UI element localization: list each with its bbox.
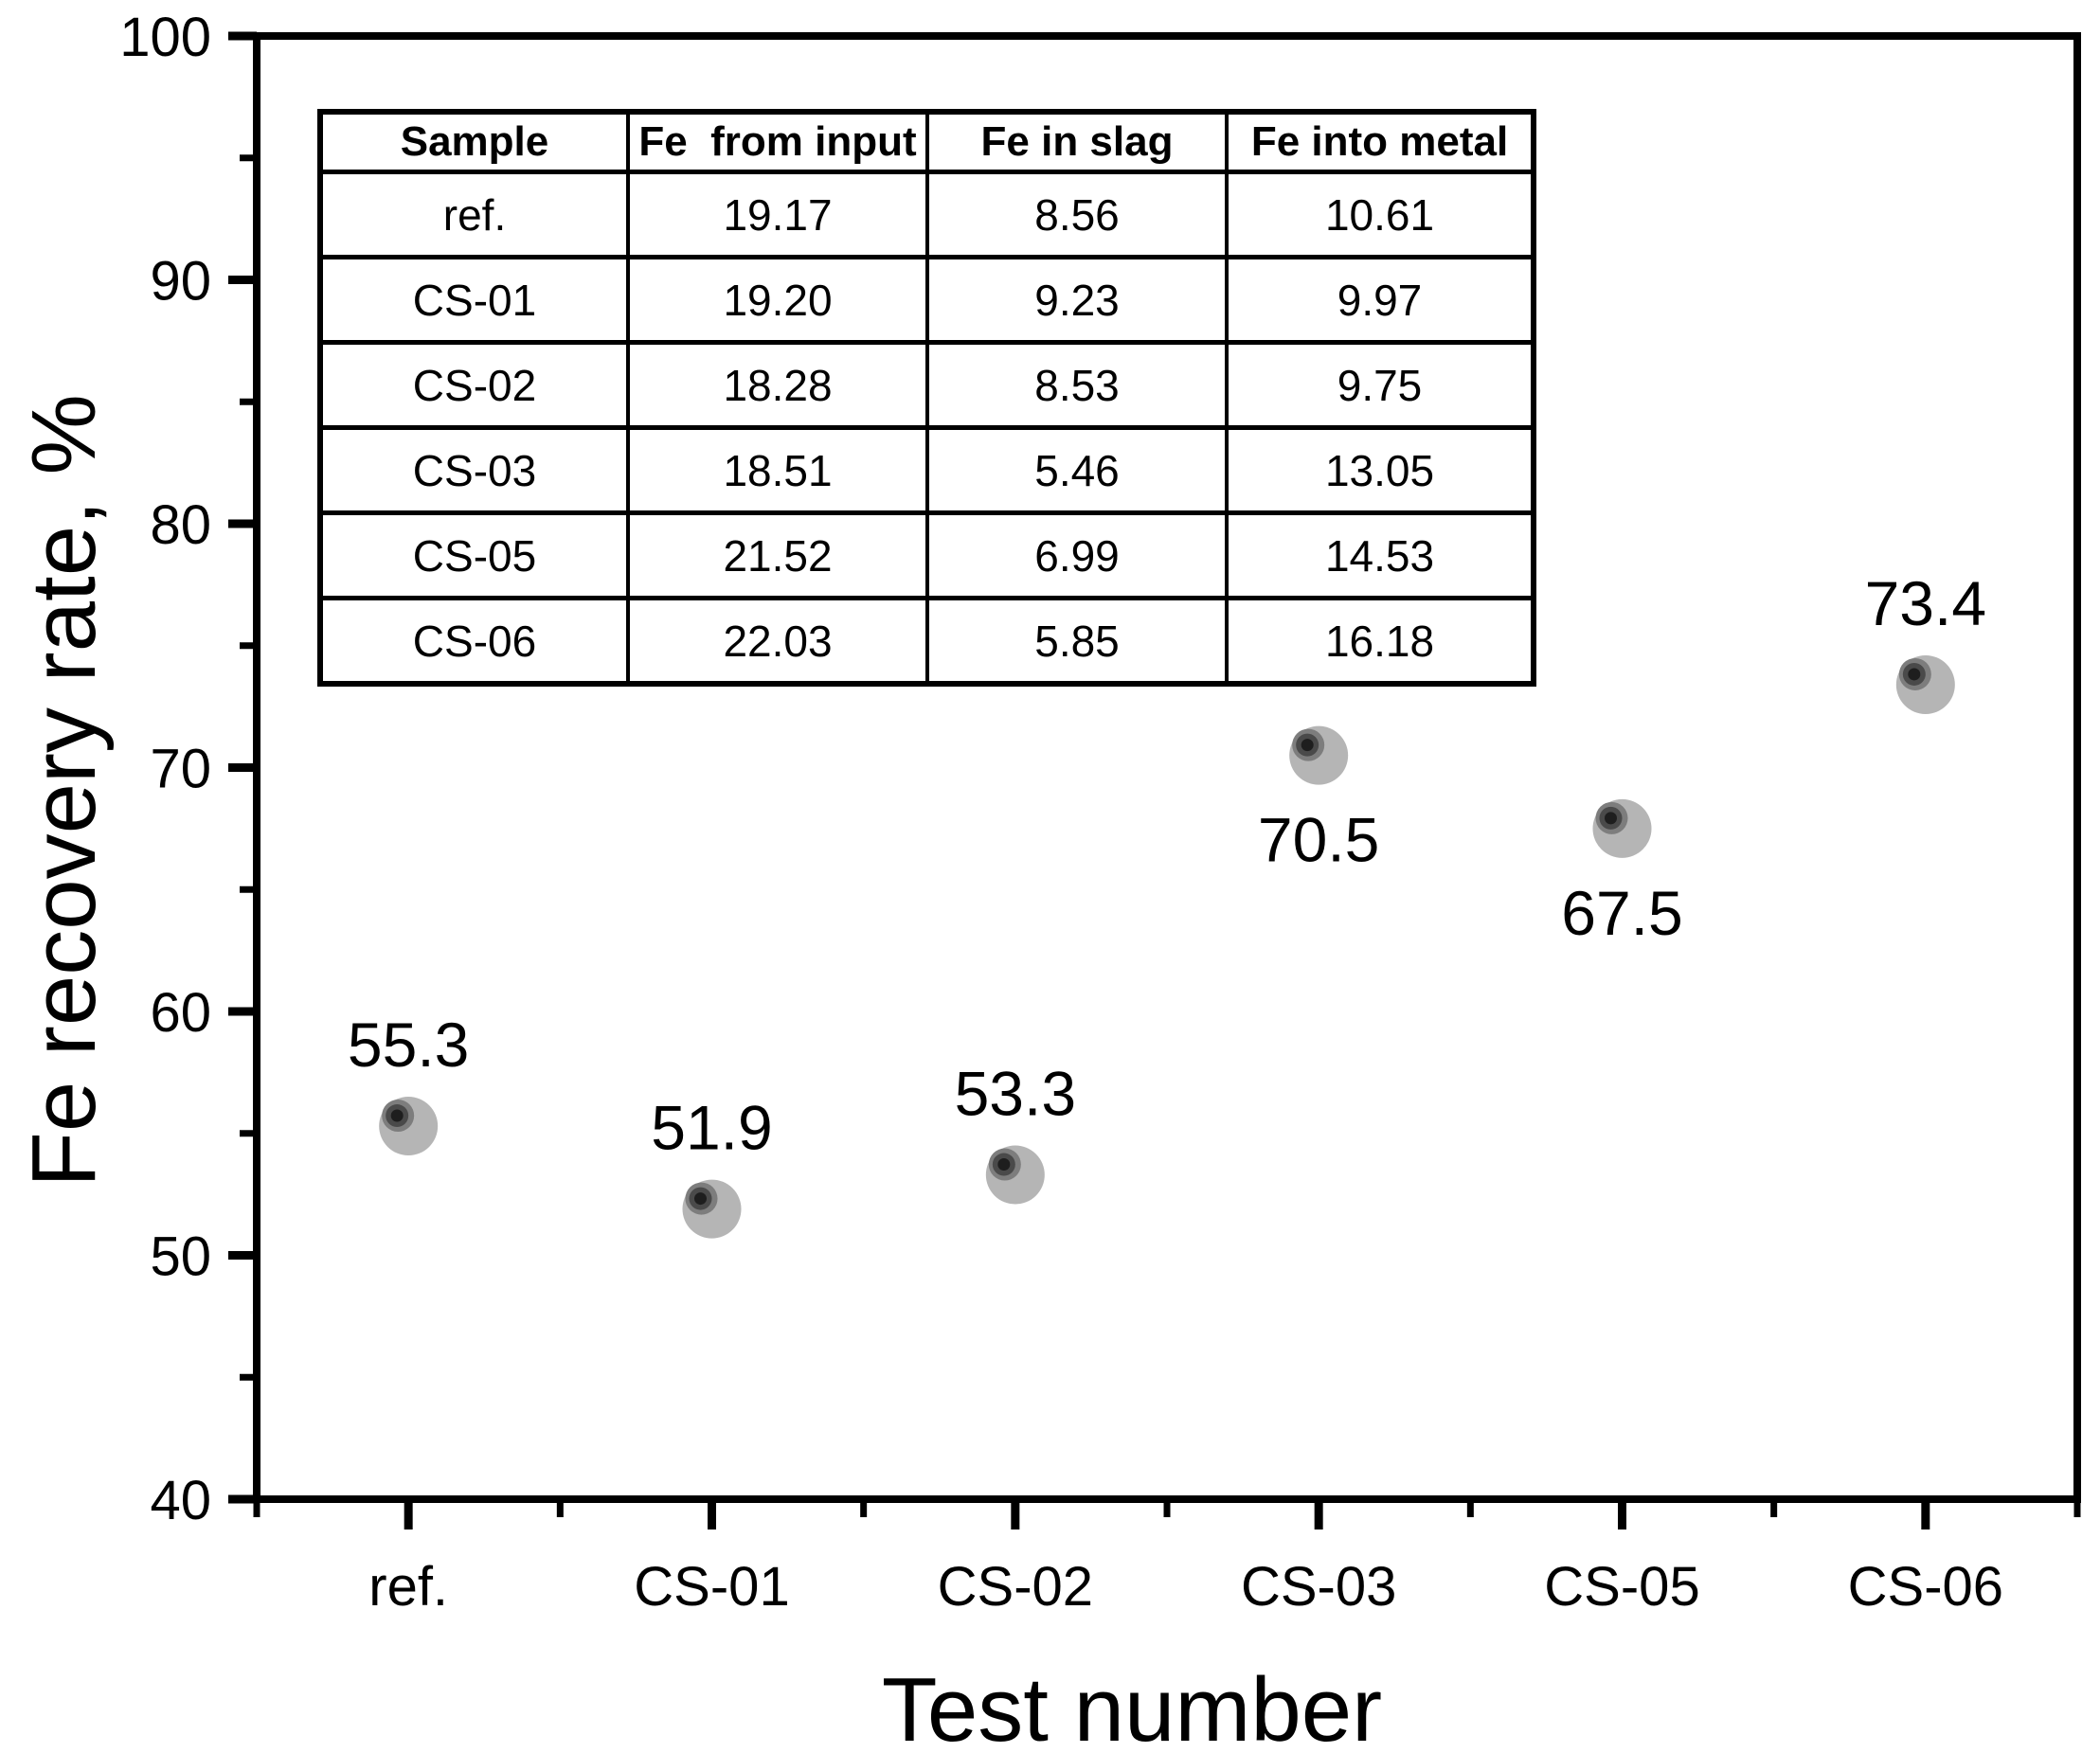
inset-table: Sample Fe from input Fe in slag Fe into met… (317, 109, 1536, 687)
x-axis-tick-label: CS-06 (1848, 1556, 2003, 1618)
inset-table-cell: 9.75 (1225, 340, 1535, 430)
inset-table-cell: 21.52 (626, 510, 929, 600)
y-axis-tick-label: 60 (150, 982, 211, 1044)
plot-frame (253, 32, 2081, 1503)
inset-table-header-row: Sample Fe from input Fe in slag Fe into met… (318, 110, 1535, 174)
inset-table-cell: 10.61 (1225, 170, 1535, 259)
inset-table-cell: 5.46 (925, 425, 1229, 515)
y-axis-tick-label: 50 (150, 1226, 211, 1288)
inset-table-cell: 14.53 (1225, 510, 1535, 600)
inset-table-cell: 6.99 (925, 510, 1229, 600)
inset-table-cell: 22.03 (626, 596, 929, 686)
x-axis-tick-label: ref. (368, 1556, 448, 1618)
data-point-value-label: 70.5 (1258, 805, 1379, 875)
marker-core (1301, 739, 1314, 752)
x-axis-tick-label: CS-05 (1544, 1556, 1699, 1618)
y-axis-tick-label: 70 (150, 739, 211, 800)
inset-table-row: CS-06 22.03 5.85 16.18 (318, 596, 1535, 686)
inset-table-cell: CS-06 (318, 596, 630, 686)
data-point-value-label: 53.3 (955, 1059, 1076, 1129)
y-axis-title: Fe recovery rate, % (13, 394, 115, 1188)
inset-table-container: Sample Fe from input Fe in slag Fe into met… (317, 109, 1536, 687)
data-point-ref (379, 1097, 439, 1156)
data-point-CS01 (682, 1179, 742, 1239)
inset-table-cell: 19.17 (626, 170, 929, 259)
y-axis-tick-label: 90 (150, 251, 211, 313)
inset-table-row: CS-05 21.52 6.99 14.53 (318, 510, 1535, 600)
inset-table-row: CS-02 18.28 8.53 9.75 (318, 340, 1535, 430)
inset-table-cell: CS-01 (318, 255, 630, 345)
marker-core (390, 1109, 404, 1122)
data-point-CS05 (1592, 798, 1652, 858)
y-axis-tick-label: 40 (150, 1470, 211, 1531)
inset-table-body: ref. 19.17 8.56 10.61 CS-01 19.20 9.23 9.97 CS-0… (318, 170, 1535, 686)
inset-table-cell: 8.56 (925, 170, 1229, 259)
marker-core (1908, 668, 1921, 681)
plot-frame-layer (253, 32, 2081, 1503)
inset-table-cell: 16.18 (1225, 596, 1535, 686)
data-point-CS03 (1289, 725, 1349, 785)
inset-table-cell: CS-03 (318, 425, 630, 515)
inset-table-cell: 8.53 (925, 340, 1229, 430)
x-axis-tick-label: CS-01 (634, 1556, 789, 1618)
x-axis-tick-label: CS-03 (1241, 1556, 1396, 1618)
inset-table-header-cell: Fe into metal (1225, 110, 1535, 174)
inset-table-cell: 19.20 (626, 255, 929, 345)
x-axis-title: Test number (882, 1659, 1382, 1753)
inset-table-header-cell: Sample (318, 110, 630, 174)
data-point-value-label: 73.4 (1865, 568, 1986, 638)
marker-core (694, 1192, 707, 1206)
inset-table-cell: ref. (318, 170, 630, 259)
x-axis-tick-label: CS-02 (938, 1556, 1093, 1618)
inset-table-cell: 18.28 (626, 340, 929, 430)
inset-table-cell: 5.85 (925, 596, 1229, 686)
inset-table-header: Sample Fe from input Fe in slag Fe into met… (318, 110, 1535, 174)
data-point-value-label: 55.3 (348, 1010, 469, 1080)
marker-core (997, 1158, 1011, 1172)
inset-table-cell: 9.97 (1225, 255, 1535, 345)
inset-table-row: CS-03 18.51 5.46 13.05 (318, 425, 1535, 515)
marker-core (1605, 812, 1617, 825)
data-points-layer: 55.3 51.9 53.3 70.5 67.5 73.4 (348, 568, 1986, 1239)
inset-table-row: ref. 19.17 8.56 10.61 (318, 170, 1535, 259)
data-point-CS02 (985, 1145, 1045, 1205)
data-point-value-label: 51.9 (651, 1093, 772, 1163)
inset-table-header-cell: Fe from input (626, 110, 929, 174)
data-point-value-label: 67.5 (1561, 878, 1682, 948)
inset-table-cell: 9.23 (925, 255, 1229, 345)
y-axis-tick-label: 80 (150, 494, 211, 556)
data-point-CS06 (1895, 654, 1955, 714)
inset-table-cell: CS-05 (318, 510, 630, 600)
inset-table-cell: CS-02 (318, 340, 630, 430)
inset-table-row: CS-01 19.20 9.23 9.97 (318, 255, 1535, 345)
inset-table-header-cell: Fe in slag (925, 110, 1229, 174)
y-axis-tick-label: 100 (119, 7, 211, 68)
inset-table-cell: 13.05 (1225, 425, 1535, 515)
inset-table-cell: 18.51 (626, 425, 929, 515)
